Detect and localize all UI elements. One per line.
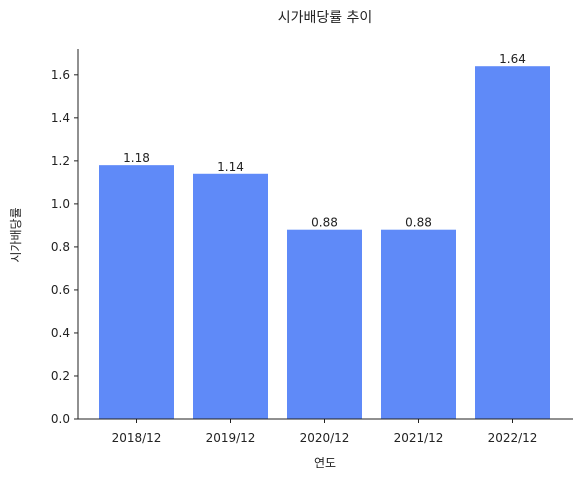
y-tick-label: 1.4 [51,111,70,125]
bar-2018/12 [99,165,174,419]
y-axis-label: 시가배당률 [9,207,23,262]
y-tick-label: 1.6 [51,68,70,82]
bar-2019/12 [193,173,268,419]
data-label: 1.18 [123,151,150,165]
chart-title: 시가배당률 추이 [278,10,373,26]
data-label: 1.64 [499,52,526,66]
x-tick-label: 2020/12 [300,431,350,445]
y-tick-label: 0.4 [51,326,70,340]
y-tick-label: 0.8 [51,240,70,254]
data-labels: 1.18 1.14 0.88 0.88 1.64 [123,52,526,229]
bars [99,66,550,420]
x-axis-label: 연도 [314,456,336,470]
x-tick-label: 2022/12 [488,431,538,445]
y-axis-ticks: 0.0 0.2 0.4 0.6 0.8 1.0 1.2 1.4 1.6 [51,68,78,426]
x-tick-label: 2021/12 [394,431,444,445]
x-axis-ticks: 2018/12 2019/12 2020/12 2021/12 2022/12 [112,419,538,445]
bar-2022/12 [475,66,550,420]
data-label: 1.14 [217,160,244,174]
data-label: 0.88 [311,216,338,230]
y-tick-label: 1.2 [51,154,70,168]
y-tick-label: 0.6 [51,283,70,297]
x-tick-label: 2018/12 [112,431,162,445]
bar-2020/12 [287,229,362,419]
x-tick-label: 2019/12 [206,431,256,445]
y-tick-label: 0.0 [51,412,70,426]
y-tick-label: 0.2 [51,369,70,383]
bar-2021/12 [381,229,456,419]
y-tick-label: 1.0 [51,197,70,211]
data-label: 0.88 [405,216,432,230]
